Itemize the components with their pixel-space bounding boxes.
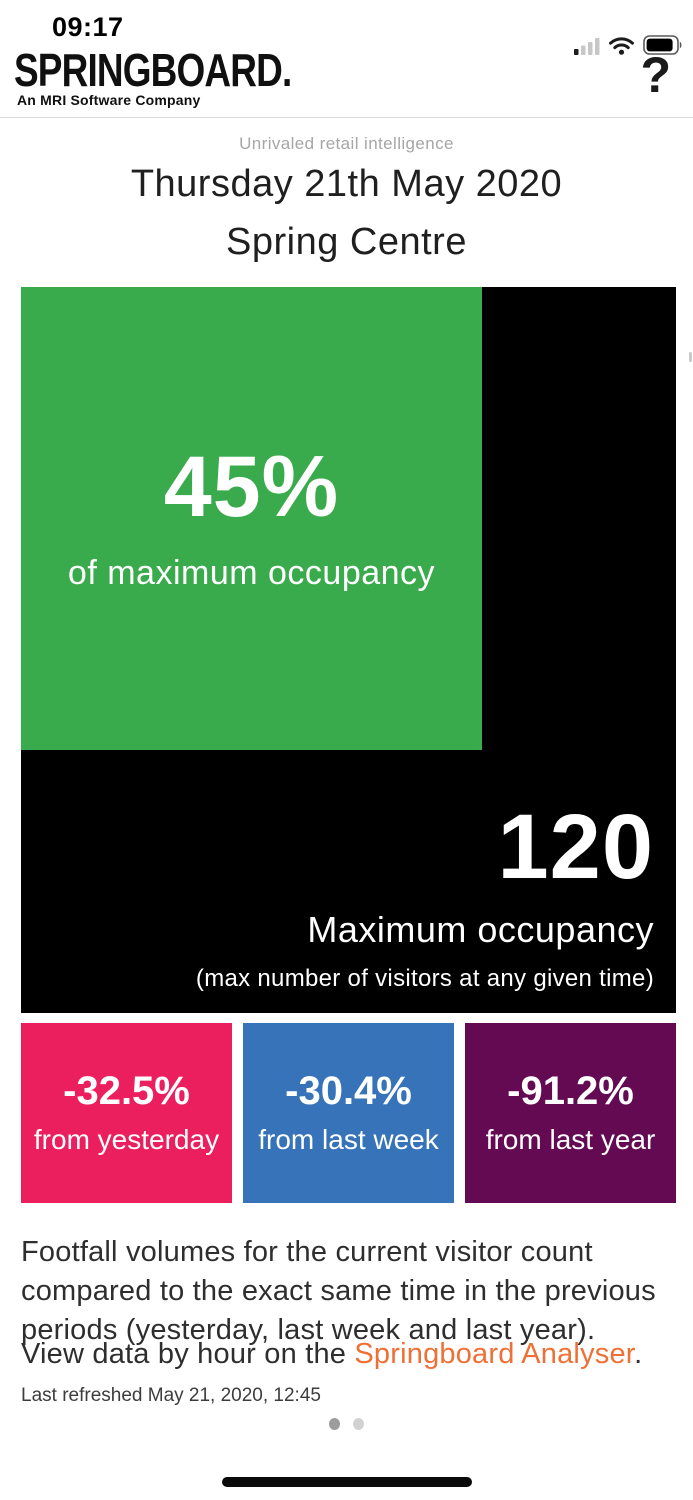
comparison-row: -32.5% from yesterday -30.4% from last w…: [21, 1023, 676, 1203]
scrollbar-thumb[interactable]: [689, 352, 692, 362]
cellular-signal-icon: [574, 38, 600, 60]
comparison-value: -91.2%: [507, 1068, 634, 1113]
home-indicator[interactable]: [221, 1477, 472, 1487]
comparison-card-last-week: -30.4% from last week: [243, 1023, 454, 1203]
status-bar-time: 09:17: [52, 12, 124, 42]
springboard-analyser-link[interactable]: Springboard Analyser: [354, 1338, 635, 1370]
max-occupancy-sublabel: (max number of visitors at any given tim…: [195, 965, 654, 992]
retail-intelligence-tagline: Unrivaled retail intelligence: [239, 134, 454, 153]
date-title: Thursday 21th May 2020: [130, 163, 563, 205]
comparison-value: -32.5%: [63, 1068, 190, 1113]
comparison-card-last-year: -91.2% from last year: [465, 1023, 676, 1203]
wifi-icon: [609, 37, 634, 60]
max-occupancy-label: Maximum occupancy: [307, 909, 654, 950]
status-bar-icons: [574, 34, 683, 60]
max-occupancy-value: 120: [497, 796, 654, 898]
comparison-label: from yesterday: [33, 1123, 220, 1155]
comparison-label: from last week: [258, 1123, 439, 1155]
last-refreshed-text: Last refreshed May 21, 2020, 12:45: [21, 1385, 321, 1406]
comparison-label: from last year: [485, 1123, 656, 1155]
cta-suffix: .: [634, 1338, 643, 1370]
site-name-title: Spring Centre: [226, 221, 467, 263]
page-dot-inactive[interactable]: [353, 1418, 364, 1430]
header-divider: [0, 117, 693, 118]
page-dots: [0, 1418, 693, 1430]
springboard-logo: SPRINGBOARD.: [14, 44, 292, 97]
help-button[interactable]: ?: [640, 47, 671, 103]
comparison-card-yesterday: -32.5% from yesterday: [21, 1023, 232, 1203]
max-occupancy-block: 120 Maximum occupancy (max number of vis…: [196, 801, 654, 993]
occupancy-percent-value: 45%: [163, 439, 340, 535]
comparison-value: -30.4%: [285, 1068, 412, 1113]
battery-icon: [643, 35, 683, 60]
occupancy-panel: 45% of maximum occupancy 120 Maximum occ…: [21, 287, 676, 1013]
cta-prefix: View data by hour on the: [21, 1338, 355, 1370]
cta-line: View data by hour on the Springboard Ana…: [21, 1338, 676, 1371]
page-dot-active[interactable]: [329, 1418, 340, 1430]
occupancy-percent-box: 45% of maximum occupancy: [21, 287, 482, 750]
footfall-description: Footfall volumes for the current visitor…: [21, 1236, 656, 1346]
occupancy-percent-caption: of maximum occupancy: [67, 554, 436, 592]
logo-tagline: An MRI Software Company: [17, 92, 201, 108]
